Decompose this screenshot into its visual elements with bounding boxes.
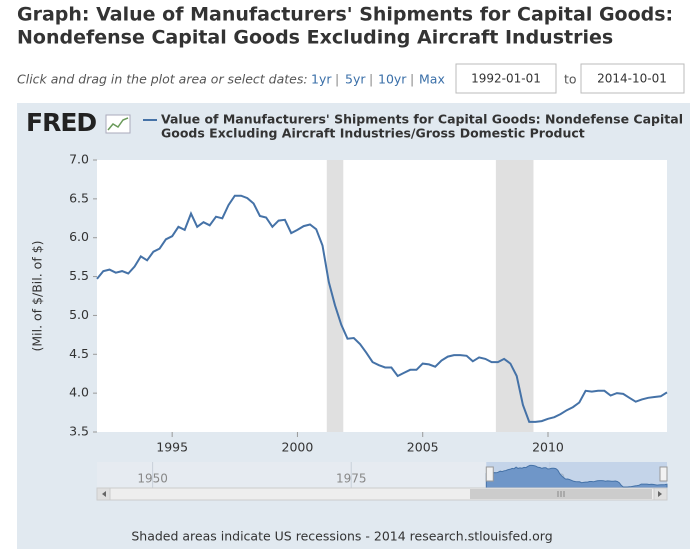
y-tick-label: 3.5 bbox=[69, 424, 89, 439]
legend-label: Value of Manufacturers' Shipments for Ca… bbox=[161, 112, 683, 127]
x-tick-label: 2010 bbox=[532, 440, 564, 455]
y-tick-label: 5.5 bbox=[69, 268, 89, 283]
logo: FRED bbox=[26, 108, 96, 137]
series-line bbox=[96, 194, 668, 423]
nav-handle[interactable] bbox=[659, 466, 668, 482]
start-input[interactable] bbox=[455, 63, 557, 94]
range-link[interactable]: 5yr bbox=[345, 72, 366, 87]
x-tick-label: 2005 bbox=[407, 440, 439, 455]
nav-handle[interactable] bbox=[485, 466, 494, 482]
logo-icon bbox=[105, 114, 131, 134]
nav-area bbox=[485, 464, 668, 489]
recession-band bbox=[495, 160, 534, 432]
y-tick-label: 7.0 bbox=[69, 152, 89, 167]
arrow bbox=[658, 491, 662, 497]
y-tick-label: 6.0 bbox=[69, 229, 89, 244]
range-link[interactable]: 1yr bbox=[311, 72, 332, 87]
y-axis-label: (Mil. of $/Bil. of $) bbox=[30, 240, 45, 351]
range-link[interactable]: 10yr bbox=[378, 72, 407, 87]
start-date: 1992-01-01 bbox=[471, 72, 541, 86]
arrow bbox=[102, 491, 106, 497]
page-title: Nondefense Capital Goods Excluding Aircr… bbox=[17, 27, 613, 49]
x-tick-label: 1995 bbox=[156, 440, 188, 455]
range-link[interactable]: Max bbox=[419, 72, 445, 87]
nav-tick-label: 1975 bbox=[336, 472, 367, 486]
y-tick-label: 6.5 bbox=[69, 190, 89, 205]
separator: | bbox=[335, 72, 339, 87]
nav-tick-label: 1950 bbox=[137, 472, 168, 486]
legend-label: Goods Excluding Aircraft Industries/Gros… bbox=[161, 126, 585, 141]
date-hint: Click and drag in the plot area or selec… bbox=[17, 72, 308, 87]
thumb-grip bbox=[557, 491, 565, 497]
y-tick-label: 4.5 bbox=[69, 346, 89, 361]
separator: | bbox=[410, 72, 414, 87]
separator: | bbox=[369, 72, 373, 87]
recession-band bbox=[326, 160, 344, 432]
plot-area[interactable] bbox=[97, 160, 667, 432]
to-label: to bbox=[564, 72, 577, 87]
end-date: 2014-10-01 bbox=[597, 72, 667, 86]
footer: Shaded areas indicate US recessions - 20… bbox=[131, 529, 552, 544]
y-tick-label: 4.0 bbox=[69, 385, 89, 400]
end-input[interactable] bbox=[580, 63, 685, 94]
y-tick-label: 5.0 bbox=[69, 307, 89, 322]
x-tick-label: 2000 bbox=[282, 440, 314, 455]
page-title: Graph: Value of Manufacturers' Shipments… bbox=[17, 4, 673, 26]
